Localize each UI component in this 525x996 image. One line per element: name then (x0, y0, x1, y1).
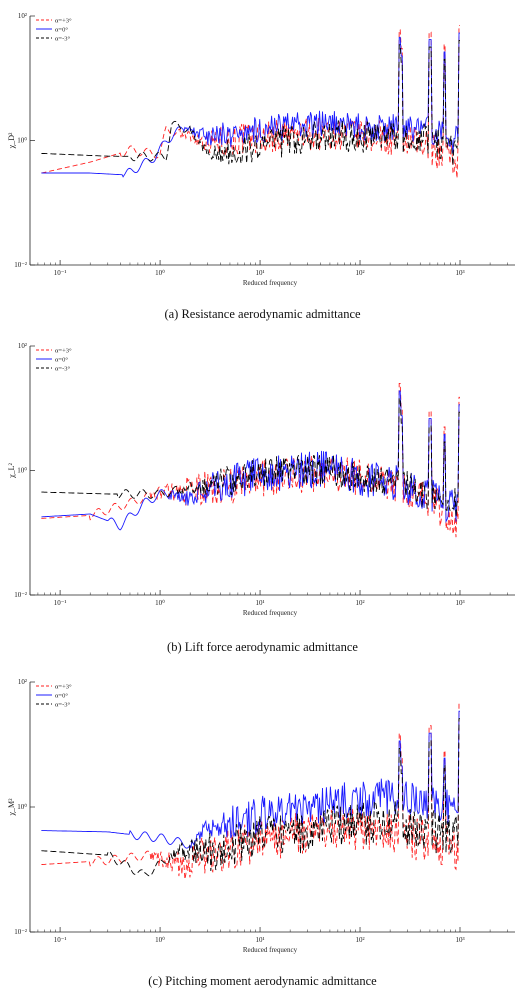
series-line-3 (41, 397, 460, 518)
caption-a: (a) Resistance aerodynamic admittance (164, 307, 361, 321)
legend-label-2: α=0° (55, 693, 68, 700)
y-axis-label: χ_M² (7, 798, 16, 817)
series-line-1 (41, 25, 460, 179)
x-tick-label: 10² (355, 269, 364, 277)
chart-panel-a: 10⁻¹ 10⁰ 10¹ 10² 10³ 10⁻² 10⁰ 10² Reduced freque… (0, 0, 525, 330)
legend-label-3: α=-3° (55, 366, 70, 373)
series-line-2 (41, 710, 460, 849)
series-line-1 (41, 703, 460, 880)
x-tick-label: 10⁻¹ (54, 599, 67, 607)
x-tick-label: 10³ (455, 936, 464, 944)
x-tick-label: 10³ (455, 269, 464, 277)
y-tick-label: 10⁰ (17, 467, 27, 475)
x-tick-label: 10² (355, 599, 364, 607)
caption-c: (c) Pitching moment aerodynamic admittan… (148, 974, 377, 988)
y-tick-label: 10⁻² (14, 261, 27, 269)
x-tick-label: 10¹ (255, 936, 264, 944)
x-tick-label: 10⁰ (155, 269, 165, 277)
chart-panel-c: 10⁻¹ 10⁰ 10¹ 10² 10³ 10⁻² 10⁰ 10² Reduced freque… (0, 660, 525, 996)
x-tick-label: 10³ (455, 599, 464, 607)
x-axis-label: Reduced frequency (243, 946, 298, 954)
series-line-2 (41, 390, 460, 531)
x-tick-label: 10⁰ (155, 599, 165, 607)
x-axis-label: Reduced frequency (243, 279, 298, 287)
legend-label-1: α=+3° (55, 18, 72, 25)
x-tick-label: 10⁻¹ (54, 936, 67, 944)
y-tick-label: 10² (18, 678, 27, 686)
x-tick-label: 10⁰ (155, 936, 165, 944)
y-tick-label: 10² (18, 342, 27, 350)
y-tick-label: 10⁰ (17, 137, 27, 145)
y-tick-label: 10² (18, 12, 27, 20)
y-tick-label: 10⁰ (17, 803, 27, 811)
x-tick-label: 10⁻¹ (54, 269, 67, 277)
legend-label-2: α=0° (55, 27, 68, 34)
caption-b: (b) Lift force aerodynamic admittance (167, 640, 358, 654)
x-axis-label: Reduced frequency (243, 609, 298, 617)
series-line-3 (41, 40, 460, 166)
legend-label-3: α=-3° (55, 702, 70, 709)
x-tick-label: 10¹ (255, 269, 264, 277)
y-tick-label: 10⁻² (14, 928, 27, 936)
chart-a: 10⁻¹ 10⁰ 10¹ 10² 10³ 10⁻² 10⁰ 10² Reduced freque… (7, 12, 515, 287)
y-axis-label: χ_L² (7, 462, 16, 478)
legend-label-1: α=+3° (55, 684, 72, 691)
legend-label-1: α=+3° (55, 348, 72, 355)
chart-c: 10⁻¹ 10⁰ 10¹ 10² 10³ 10⁻² 10⁰ 10² Reduced freque… (7, 678, 515, 954)
chart-b: 10⁻¹ 10⁰ 10¹ 10² 10³ 10⁻² 10⁰ 10² Reduced freque… (7, 342, 515, 617)
chart-panel-b: 10⁻¹ 10⁰ 10¹ 10² 10³ 10⁻² 10⁰ 10² Reduced freque… (0, 330, 525, 660)
y-tick-label: 10⁻² (14, 591, 27, 599)
x-tick-label: 10² (355, 936, 364, 944)
series-line-3 (41, 718, 460, 877)
x-tick-label: 10¹ (255, 599, 264, 607)
y-axis-label: χ_D² (7, 132, 16, 149)
legend-label-2: α=0° (55, 357, 68, 364)
series-line-2 (41, 32, 460, 178)
series-line-1 (41, 383, 460, 538)
legend-label-3: α=-3° (55, 36, 70, 43)
